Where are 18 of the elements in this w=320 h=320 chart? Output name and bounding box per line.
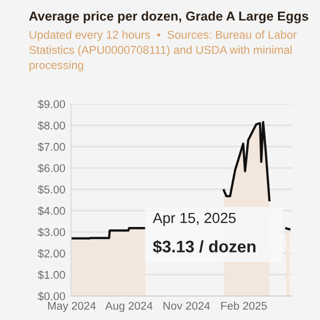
y-tick-label: $1.00 xyxy=(38,270,66,280)
y-tick-label: $8.00 xyxy=(38,121,66,130)
annotation: $3.13 / dozen xyxy=(152,240,256,254)
annotation: Apr 15, 2025 xyxy=(152,212,236,226)
y-tick-label: $9.00 xyxy=(38,100,66,109)
chart-title: Average price per dozen, Grade A Large Eggs xyxy=(29,11,308,24)
x-tick-label: May 2024 xyxy=(48,302,96,312)
y-tick-label: $4.00 xyxy=(38,206,66,216)
y-tick-label: $3.00 xyxy=(38,228,66,237)
y-tick-label: $5.00 xyxy=(38,185,66,194)
x-tick-label: Feb 2025 xyxy=(221,302,267,310)
chart-subtitle: Updated every 12 hours • Sources: Bureau of Labor Statistics (APU0000708111) and USDA with minimal processing xyxy=(29,30,297,72)
y-tick-label: $2.00 xyxy=(38,249,66,258)
y-tick-label: $7.00 xyxy=(38,142,66,152)
x-tick-label: Aug 2024 xyxy=(105,302,153,312)
y-tick-label: $0.00 xyxy=(38,292,66,301)
y-tick-label: $6.00 xyxy=(38,164,66,173)
x-tick-label: Nov 2024 xyxy=(164,302,210,310)
